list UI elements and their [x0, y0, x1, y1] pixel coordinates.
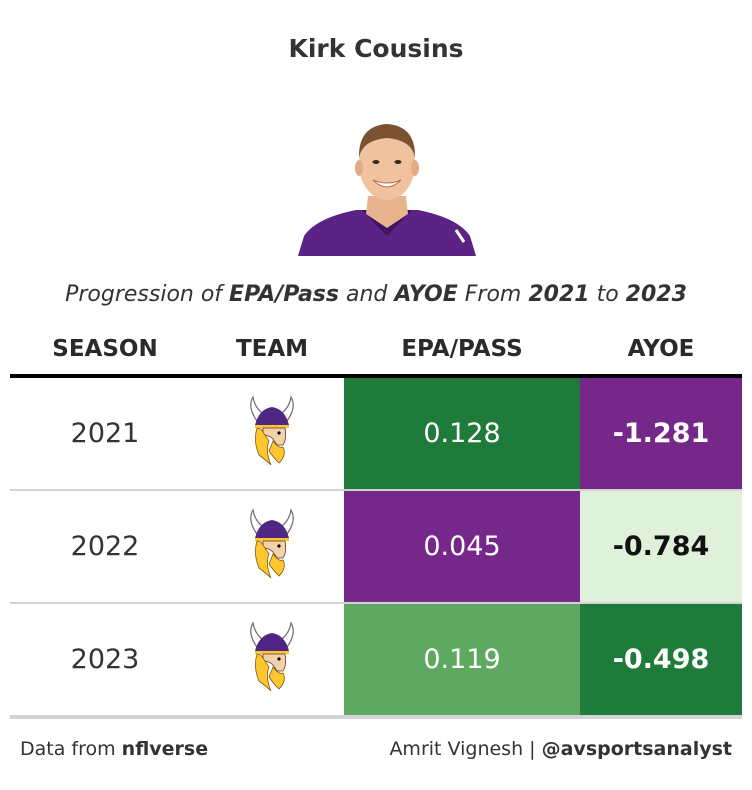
season-cell: 2021: [10, 376, 200, 491]
table-row: 2023 0.119 -0.498: [10, 603, 742, 719]
team-cell: [200, 376, 344, 491]
author-credit: Amrit Vignesh | @avsportsanalyst: [389, 738, 732, 760]
column-header-team: TEAM: [200, 324, 344, 378]
epa-pass-cell: 0.045: [344, 490, 580, 604]
column-header-season: SEASON: [10, 324, 200, 378]
chart-title: Kirk Cousins: [288, 34, 464, 63]
ayoe-cell: -0.784: [580, 490, 742, 604]
epa-pass-cell: 0.128: [344, 376, 580, 491]
vikings-logo-icon: [250, 509, 294, 578]
player-headshot: [298, 124, 476, 256]
ayoe-cell: -0.498: [580, 603, 742, 719]
table-row: 2021 0.128 -1.281: [10, 376, 742, 491]
team-cell: [200, 603, 344, 719]
season-cell: 2023: [10, 603, 200, 719]
table-row: 2022 0.045 -0.784: [10, 490, 742, 604]
epa-pass-cell: 0.119: [344, 603, 580, 719]
chart-subtitle: Progression of EPA/Pass and AYOE From 20…: [65, 282, 687, 307]
ayoe-cell: -1.281: [580, 376, 742, 491]
table-header-row: SEASON TEAM EPA/PASS AYOE: [10, 324, 742, 378]
column-header-epa-pass: EPA/PASS: [344, 324, 580, 378]
team-cell: [200, 490, 344, 604]
vikings-logo-icon: [250, 622, 294, 691]
stats-table: SEASON TEAM EPA/PASS AYOE 2021 0.128 -1.…: [10, 324, 742, 719]
column-header-ayoe: AYOE: [580, 324, 742, 378]
data-source-credit: Data from nflverse: [20, 738, 209, 760]
vikings-logo-icon: [250, 396, 294, 465]
season-cell: 2022: [10, 490, 200, 604]
